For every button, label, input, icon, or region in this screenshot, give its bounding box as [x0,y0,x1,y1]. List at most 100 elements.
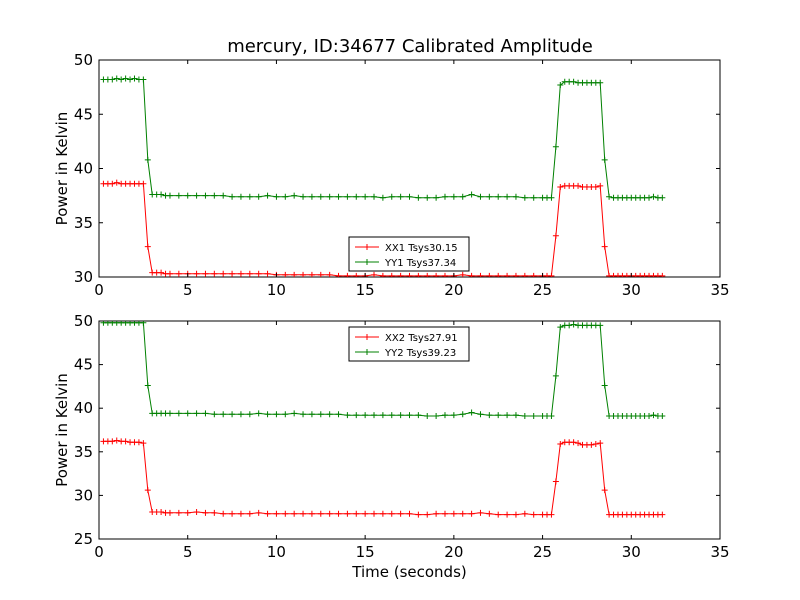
x-tick-label: 0 [94,543,104,561]
x-tick-label: 10 [267,281,286,299]
x-tick-label: 10 [267,543,286,561]
data-point [512,272,519,277]
data-point [566,322,573,329]
data-point [606,193,613,200]
data-point [255,410,262,417]
data-point [650,193,657,200]
data-point [344,412,351,419]
x-tick-label: 30 [622,543,641,561]
data-point [397,510,404,517]
data-point [530,413,537,420]
data-point [317,193,324,200]
data-point [184,509,191,516]
data-point [548,413,555,420]
data-point [166,509,173,516]
data-point [326,193,333,200]
data-point [246,411,253,418]
data-point [459,193,466,200]
data-point [109,76,116,83]
data-point [175,192,182,199]
legend-marker [364,244,370,250]
data-point [175,509,182,516]
data-point [308,510,315,517]
data-point [486,272,493,277]
data-point [144,243,151,250]
y-tick-label: 50 [74,312,93,330]
data-point [300,510,307,517]
data-point [237,270,244,277]
data-point [468,409,475,416]
data-point [441,510,448,517]
data-point [415,194,422,201]
data-point [504,272,511,277]
data-point [548,511,555,518]
data-point [521,272,528,277]
legend-label: YY1 Tsys37.34 [384,258,456,269]
data-point [264,192,271,199]
data-point [113,75,120,82]
plot-panel-2: 0 5 10 15 20 25 30 35 25 30 35 40 45 50 Power in Kelvi… [53,312,730,581]
y-axis-label: Power in Kelvin [53,112,71,226]
data-point [140,76,147,83]
data-point [570,439,577,446]
data-point [291,271,298,277]
data-point [557,324,564,331]
series-group [100,75,666,277]
data-point [504,511,511,518]
data-point [175,270,182,277]
data-point [300,411,307,418]
data-point [344,193,351,200]
data-point [300,193,307,200]
data-point [237,193,244,200]
data-point [326,510,333,517]
x-tick-label: 25 [533,543,552,561]
data-point [109,438,116,445]
data-point [122,75,129,82]
data-point [659,272,666,277]
data-point [659,511,666,518]
data-point [521,413,528,420]
data-point [415,412,422,419]
x-tick-label: 5 [183,543,193,561]
x-tick-label: 20 [444,543,463,561]
data-point [486,510,493,517]
data-point [308,271,315,277]
data-point [406,272,413,277]
data-point [326,271,333,277]
data-point [246,193,253,200]
data-point [158,191,165,198]
data-point [335,272,342,277]
data-point [379,272,386,277]
x-tick-label: 35 [710,543,729,561]
data-point [211,192,218,199]
legend-marker [364,334,370,340]
data-point [406,193,413,200]
data-point [441,272,448,277]
data-point [109,180,116,187]
data-point [317,271,324,277]
data-point [353,272,360,277]
data-point [326,411,333,418]
data-point [588,441,595,448]
data-point [158,269,165,276]
data-point [282,271,289,277]
data-point [193,508,200,515]
x-tick-label: 15 [356,281,375,299]
data-point [166,192,173,199]
data-point [570,321,577,328]
y-tick-label: 50 [74,51,93,69]
y-tick-label: 35 [74,214,93,232]
data-point [424,511,431,518]
legend: XX1 Tsys30.15 YY1 Tsys37.34 [348,236,470,272]
data-point [144,382,151,389]
legend-label: YY2 Tsys39.23 [384,348,456,359]
data-point [388,193,395,200]
data-point [450,510,457,517]
data-point [282,510,289,517]
data-point [468,272,475,277]
data-point [202,270,209,277]
data-point [144,156,151,163]
data-point [601,243,608,250]
data-point [300,271,307,277]
